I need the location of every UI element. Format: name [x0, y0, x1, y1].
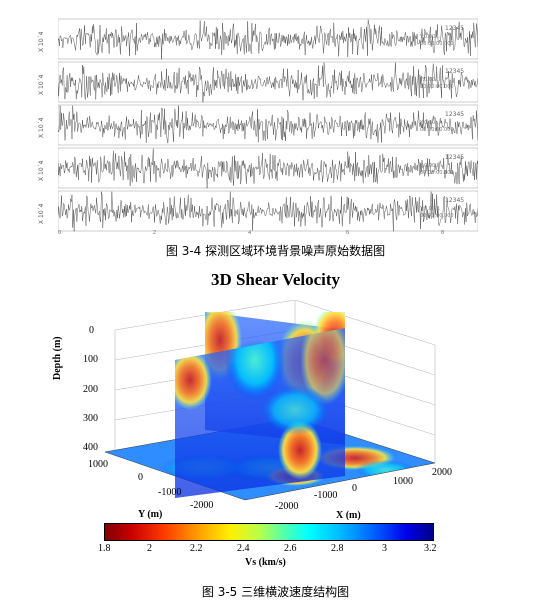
chart-title: 3D Shear Velocity	[210, 270, 341, 289]
trace-frame	[58, 104, 478, 146]
seismic-xticks: 0 2 4 6 8	[58, 230, 478, 240]
y-tick: -2000	[190, 500, 214, 511]
depth-tick: 300	[83, 413, 98, 424]
trace-meta: Y:0.00...	[420, 163, 440, 169]
seis-xtick: 0	[58, 230, 61, 236]
trace-station-id: 12345	[445, 111, 465, 118]
trace-meta: 00:00:00.000	[420, 213, 454, 219]
seismic-trace	[58, 19, 478, 60]
colorbar-tick: 2.8	[331, 543, 344, 554]
depth-tick: 100	[83, 354, 98, 365]
x-tick: -2000	[275, 501, 299, 512]
depth-tick: 0	[89, 325, 94, 336]
seis-xtick: 6	[346, 230, 349, 236]
x-tick: 2000	[432, 467, 452, 478]
figure-caption-velocity: 图 3-5 三维横波速度结构图	[201, 585, 350, 599]
trace-meta: Y:0.00...	[420, 120, 440, 126]
seismic-trace	[58, 148, 478, 189]
trace-ylabel: X 10´4	[38, 203, 45, 224]
x-tick: 1000	[393, 476, 413, 487]
velocity-volume-plot	[104, 300, 436, 501]
trace-station-id: 12345	[445, 25, 465, 32]
x-axis-label: X (m)	[336, 510, 361, 521]
colorbar-label: Vs (km/s)	[245, 557, 286, 568]
colorbar-tick: 1.8	[98, 543, 111, 554]
trace-meta: 00:00:00.000	[420, 41, 454, 47]
trace-meta: Y:0.00...	[420, 77, 440, 83]
seis-xtick: 2	[153, 230, 156, 236]
depth-axis-label: Depth (m)	[52, 336, 63, 380]
trace-ylabel: X 10´4	[38, 74, 45, 95]
colorbar	[104, 523, 434, 541]
trace-station-id: 12345	[445, 68, 465, 75]
trace-meta: Y:0.00...	[420, 34, 440, 40]
seismic-traces-panel	[58, 18, 478, 232]
colorbar-tick: 3.2	[424, 543, 437, 554]
y-tick: 0	[138, 472, 143, 483]
seis-xtick: 8	[441, 230, 444, 236]
trace-meta: 00:00:00.000	[420, 84, 454, 90]
trace-meta: Y:0.00...	[420, 206, 440, 212]
y-tick: -1000	[158, 487, 182, 498]
colorbar-tick: 2.2	[190, 543, 203, 554]
colorbar-tick: 2.4	[237, 543, 250, 554]
trace-station-id: 12345	[445, 197, 465, 204]
trace-ylabel: X 10´4	[38, 117, 45, 138]
y-tick: 1000	[88, 459, 108, 470]
trace-frame	[58, 61, 478, 103]
trace-frame	[58, 18, 478, 60]
seismic-trace	[58, 62, 478, 103]
depth-tick: 200	[83, 384, 98, 395]
colorbar-tick: 2.6	[284, 543, 297, 554]
trace-station-id: 12345	[445, 154, 465, 161]
trace-ylabel: X 10´4	[38, 31, 45, 52]
seismic-trace	[58, 191, 478, 232]
seismic-trace	[58, 105, 478, 144]
colorbar-tick: 3	[382, 543, 387, 554]
trace-frame	[58, 190, 478, 232]
depth-tick: 400	[83, 442, 98, 453]
trace-meta: 00:00:00.000	[420, 127, 454, 133]
seis-xtick: 4	[248, 230, 251, 236]
trace-ylabel: X 10´4	[38, 160, 45, 181]
y-axis-label: Y (m)	[138, 509, 163, 520]
figure-caption-noise: 图 3-4 探测区域环境背景噪声原始数据图	[165, 244, 386, 258]
trace-frame	[58, 147, 478, 189]
x-tick: 0	[352, 483, 357, 494]
trace-meta: 00:00:00.000	[420, 170, 454, 176]
x-tick: -1000	[314, 490, 338, 501]
colorbar-tick: 2	[147, 543, 152, 554]
